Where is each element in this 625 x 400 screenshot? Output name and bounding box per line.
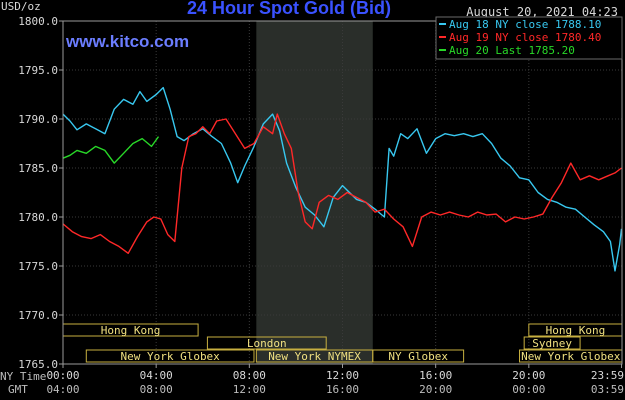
- x-tick-ny-5: 20:00: [512, 369, 545, 382]
- series-line-0: [62, 86, 623, 272]
- session-label-3: New York NYMEX: [268, 350, 361, 363]
- website-watermark: www.kitco.com: [65, 32, 189, 51]
- legend-entry-2: Aug 20 Last 1785.20: [449, 44, 575, 57]
- y-tick-label-1: 1795.0: [18, 64, 58, 77]
- x-tick-ny-4: 16:00: [419, 369, 452, 382]
- x-tick-ny-2: 08:00: [233, 369, 266, 382]
- y-tick-label-2: 1790.0: [18, 113, 58, 126]
- legend-box: [435, 16, 623, 60]
- session-label-2: New York Globex: [120, 350, 220, 363]
- session-label-0: Hong Kong: [101, 324, 161, 337]
- x-tick-gmt-3: 16:00: [326, 383, 359, 396]
- x-tick-gmt-6: 03:59: [591, 383, 624, 396]
- date-stamp: August 20, 2021 04:23: [466, 5, 618, 19]
- x-tick-gmt-5: 00:00: [512, 383, 545, 396]
- legend-entry-0: Aug 18 NY close 1788.10: [449, 18, 601, 31]
- session-label-4: NY Globex: [388, 350, 448, 363]
- x-tick-ny-3: 12:00: [326, 369, 359, 382]
- x-tick-gmt-4: 20:00: [419, 383, 452, 396]
- session-band-2: [85, 349, 255, 363]
- x-tick-ny-6: 23:59: [591, 369, 624, 382]
- ny-time-row-label: NY Time: [0, 370, 46, 383]
- nymex-shaded-region: [256, 21, 373, 364]
- x-tick-gmt-2: 12:00: [233, 383, 266, 396]
- y-tick-label-4: 1780.0: [18, 211, 58, 224]
- session-band-1: [206, 336, 327, 350]
- series-line-1: [62, 113, 622, 255]
- y-axis-label: USD/oz: [1, 0, 41, 13]
- session-label-5: Hong Kong: [546, 324, 606, 337]
- session-band-6: [523, 336, 581, 350]
- x-tick-ny-1: 04:00: [140, 369, 173, 382]
- y-tick-label-6: 1770.0: [18, 309, 58, 322]
- session-band-4: [372, 349, 465, 363]
- y-tick-label-7: 1765.0: [18, 358, 58, 371]
- session-label-6: Sydney: [532, 337, 572, 350]
- session-label-7: New York Globex: [521, 350, 621, 363]
- x-tick-ny-0: 00:00: [46, 369, 79, 382]
- x-tick-gmt-1: 08:00: [140, 383, 173, 396]
- y-tick-label-0: 1800.0: [18, 15, 58, 28]
- series-line-2: [62, 136, 160, 164]
- x-tick-gmt-0: 04:00: [46, 383, 79, 396]
- gmt-row-label: GMT: [8, 383, 28, 396]
- chart-title: 24 Hour Spot Gold (Bid): [187, 0, 391, 18]
- y-tick-label-5: 1775.0: [18, 260, 58, 273]
- legend-entry-1: Aug 19 NY close 1780.40: [449, 31, 601, 44]
- session-label-1: London: [247, 337, 287, 350]
- y-tick-label-3: 1785.0: [18, 162, 58, 175]
